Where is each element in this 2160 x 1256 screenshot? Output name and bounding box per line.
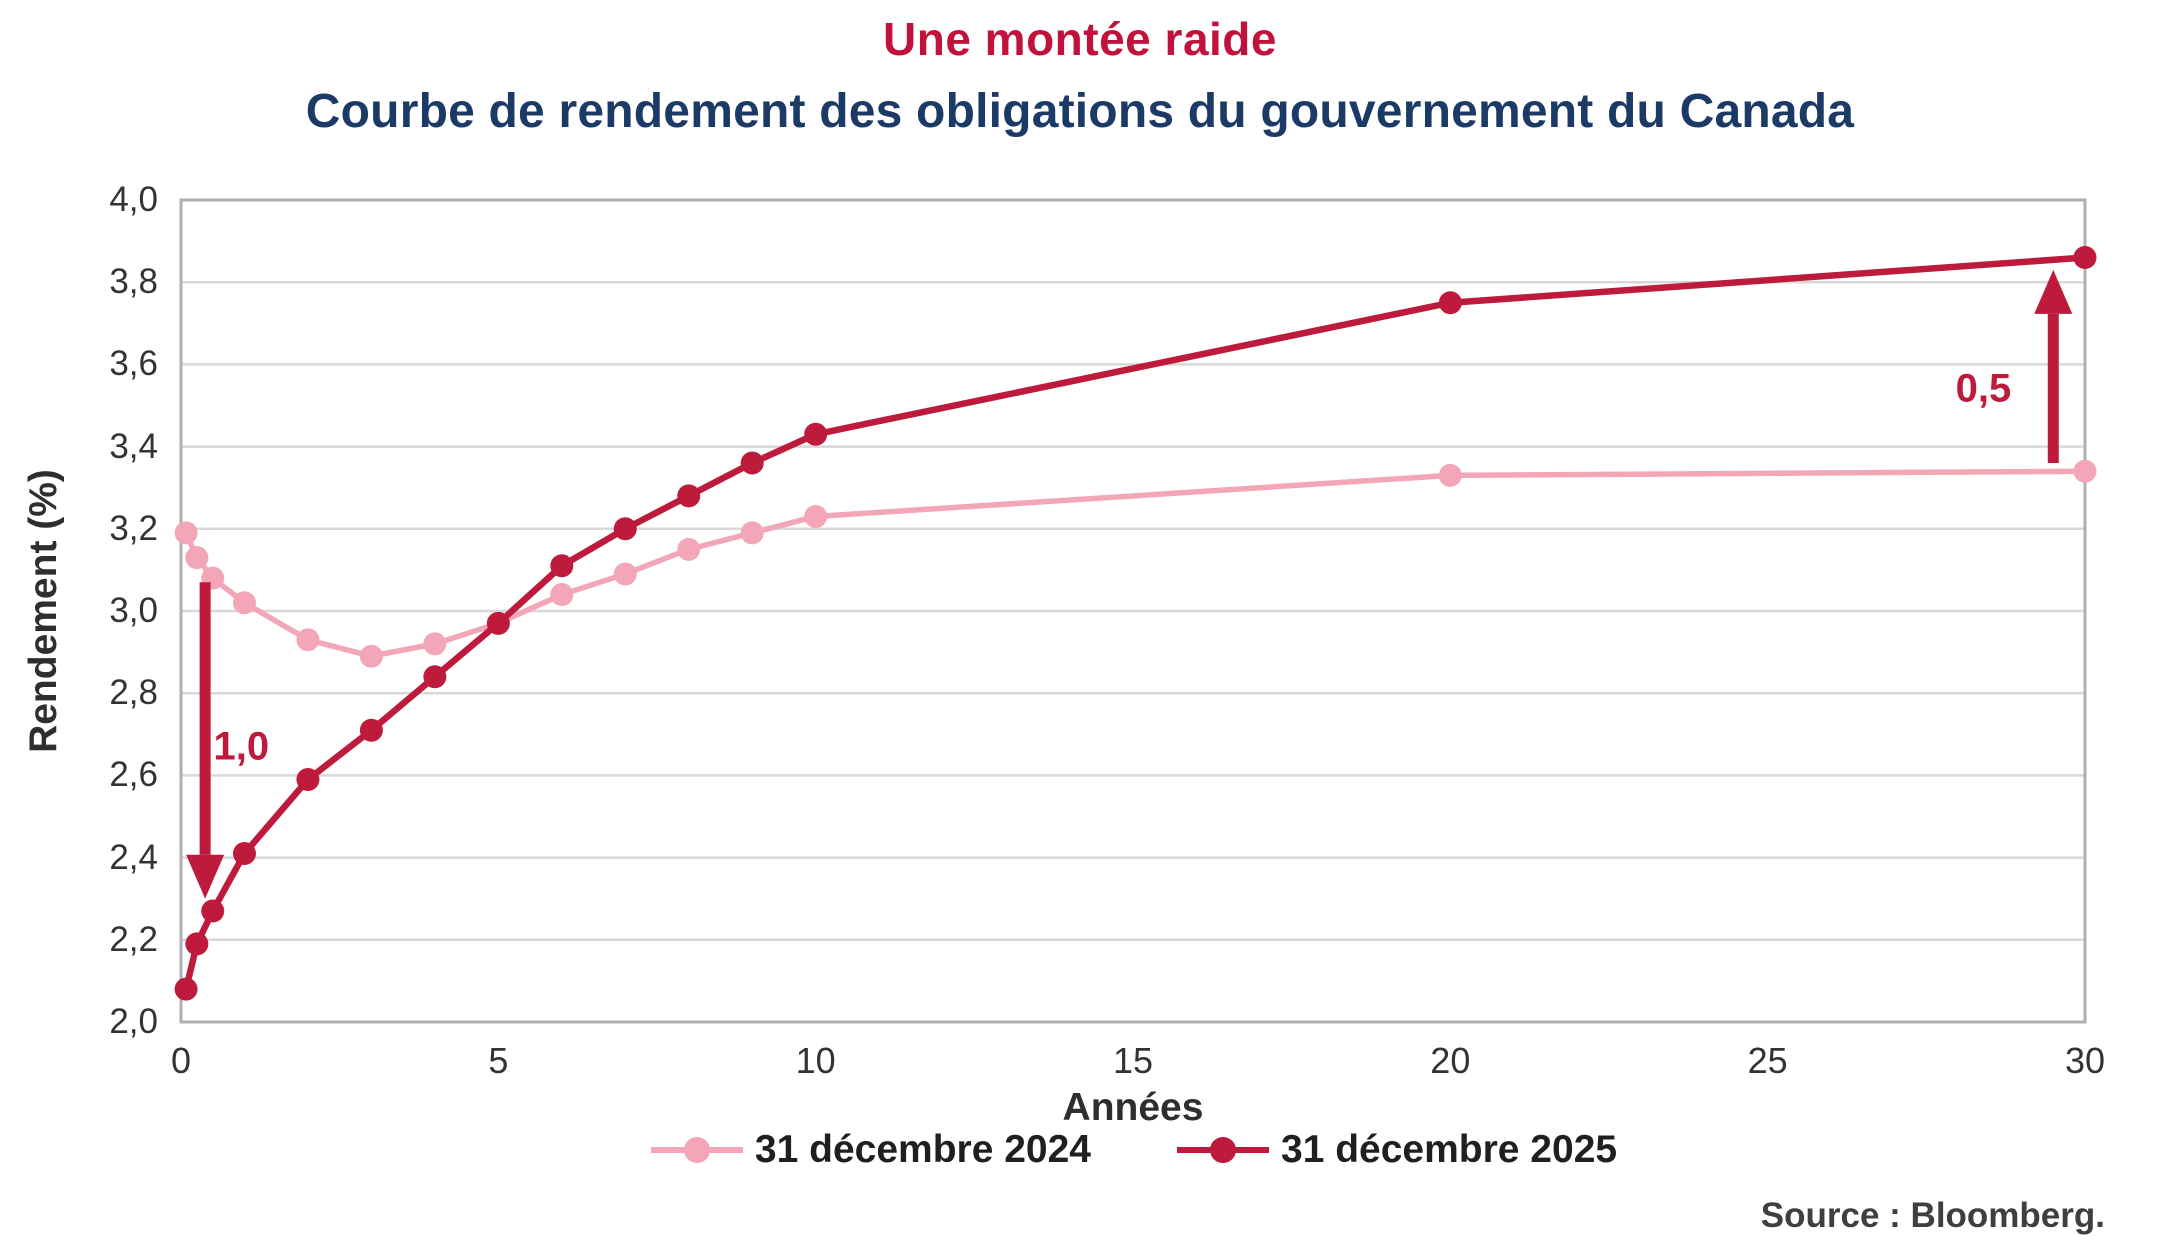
chart-subtitle: Courbe de rendement des obligations du g… (305, 85, 1855, 138)
legend-item-2025: 31 décembre 2025 (1175, 1128, 1617, 1172)
y-tick-label: 2,4 (109, 837, 158, 877)
chart-title: Une montée raide (883, 13, 1277, 65)
y-axis-tick-labels: 4,0 3,8 3,6 3,4 3,2 3,0 2,8 2,6 2,4 2,2 2,0 (0, 0, 158, 1256)
annotation-label-long-end-rise: 0,5 (1955, 366, 2012, 411)
y-tick-label: 2,0 (109, 1002, 158, 1041)
x-tick-label: 0 (170, 1040, 192, 1081)
y-tick-label: 2,2 (109, 919, 158, 959)
y-tick-label: 3,0 (109, 591, 158, 630)
y-tick-label: 3,2 (109, 508, 158, 548)
legend: 31 décembre 2024 31 décembre 2025 (181, 1128, 2085, 1172)
y-axis-title: Rendement (%) (22, 469, 65, 753)
x-tick-label: 25 (1747, 1040, 1788, 1081)
x-tick-label: 5 (488, 1040, 509, 1081)
legend-label-2025: 31 décembre 2025 (1281, 1128, 1618, 1171)
x-tick-label: 15 (1112, 1040, 1154, 1081)
y-tick-label: 3,6 (109, 344, 158, 384)
legend-marker-2024-icon (650, 1137, 743, 1163)
y-tick-label: 3,8 (109, 262, 158, 302)
x-axis-title: Années (1062, 1086, 1204, 1129)
legend-label-2024: 31 décembre 2024 (754, 1128, 1091, 1171)
x-tick-label: 30 (2064, 1040, 2106, 1081)
y-tick-label: 2,8 (109, 673, 158, 713)
y-tick-label: 4,0 (109, 180, 158, 219)
annotation-label-short-end-drop: 1,0 (213, 724, 270, 769)
y-tick-label: 3,4 (109, 426, 158, 466)
legend-marker-2025-icon (1177, 1137, 1269, 1163)
y-tick-label: 2,6 (109, 755, 158, 795)
x-tick-label: 10 (795, 1040, 836, 1081)
x-tick-label: 20 (1430, 1040, 1471, 1081)
legend-item-2024: 31 décembre 2024 (649, 1128, 1091, 1172)
source-note: Source : Bloomberg. (1760, 1196, 2105, 1235)
